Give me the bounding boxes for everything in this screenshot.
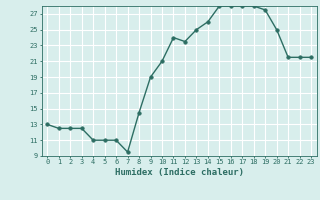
X-axis label: Humidex (Indice chaleur): Humidex (Indice chaleur) [115,168,244,177]
